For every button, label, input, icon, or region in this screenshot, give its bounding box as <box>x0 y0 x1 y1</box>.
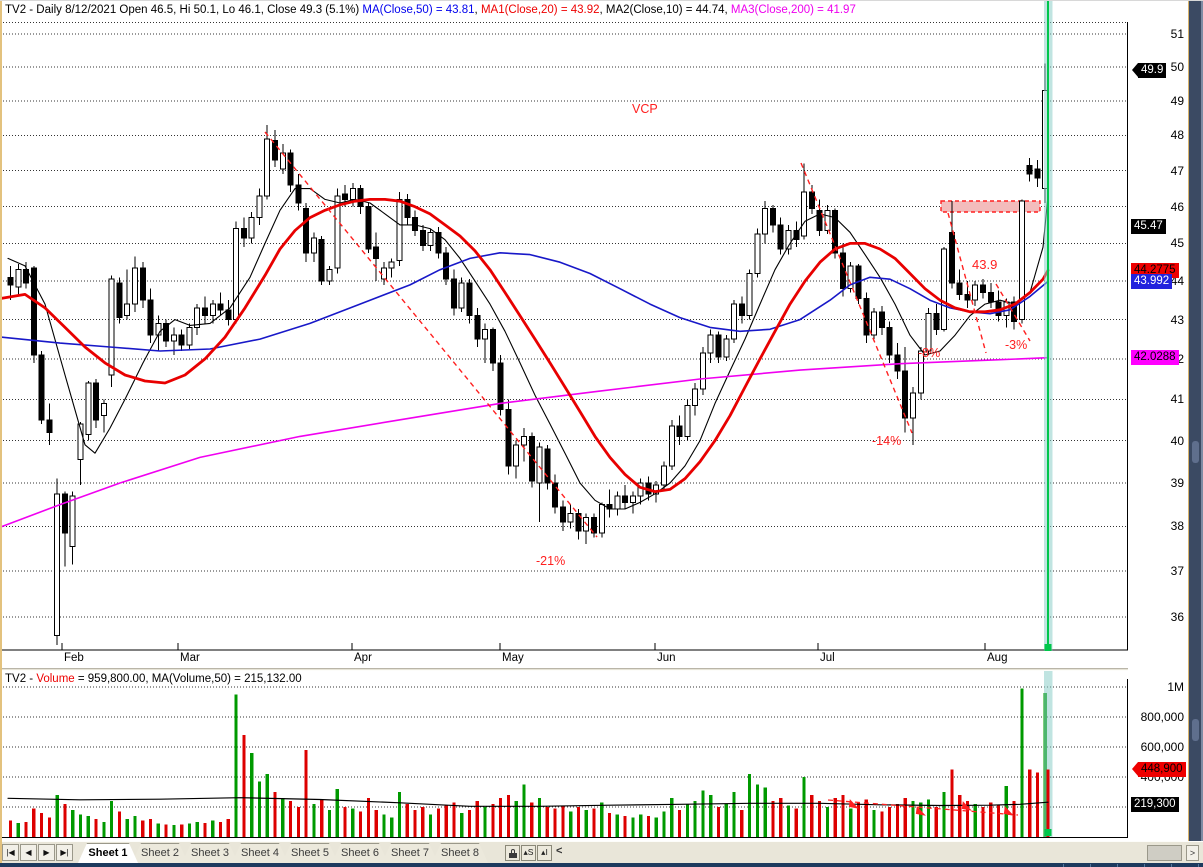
chart-annotation: -21% <box>536 554 565 568</box>
axis-value-badge: 42.0288 <box>1131 350 1179 366</box>
bottom-status-strip <box>0 863 1203 867</box>
axis-value-badge: 448,900 <box>1132 762 1186 778</box>
volume-arrow-annotation <box>1003 806 1014 816</box>
price-pane-title: TV2 - Daily 8/12/2021 Open 46.5, Hi 50.1… <box>5 4 856 16</box>
sheet-nav-next-button[interactable]: ▶ <box>38 844 55 861</box>
sheet-nav-first-button[interactable]: |◀ <box>2 844 19 861</box>
tab-sheet-2[interactable]: Sheet 2 <box>132 843 188 863</box>
tab-sheet-6[interactable]: Sheet 6 <box>332 843 388 863</box>
tab-sheet-8[interactable]: Sheet 8 <box>432 843 488 863</box>
dock-grip-icon[interactable] <box>1192 719 1199 741</box>
price-axis-label: 51 <box>1170 26 1184 41</box>
price-axis-label: 40 <box>1170 433 1184 448</box>
price-axis-label: 37 <box>1170 564 1184 579</box>
volume-title-segment: Volume <box>36 673 75 685</box>
price-axis-label: 48 <box>1170 128 1184 143</box>
pane-separator[interactable] <box>0 668 1188 671</box>
price-title-segment: MA(Close,50) = 43.81 <box>362 4 475 16</box>
chart-annotation: -3% <box>1005 338 1027 352</box>
price-axis-label: 49 <box>1170 93 1184 108</box>
month-label: Mar <box>180 652 200 664</box>
volume-arrow-annotation <box>848 799 859 809</box>
scroll-right-button[interactable]: > <box>1186 845 1199 861</box>
volume-title-segment: TV2 - <box>5 673 37 685</box>
price-axis-label: 46 <box>1170 199 1184 214</box>
tab-sheet-7[interactable]: Sheet 7 <box>382 843 438 863</box>
sheet-nav-last-button[interactable]: ▶| <box>56 844 73 861</box>
chart-annotation: 43.9 <box>972 257 997 272</box>
tab-sheet-1[interactable]: Sheet 1 <box>78 843 138 863</box>
volume-pane-title: TV2 - Volume = 959,800.00, MA(Volume,50)… <box>5 673 302 685</box>
volume-chart[interactable] <box>0 671 1136 840</box>
chart-annotation: -8% <box>918 346 940 360</box>
axis-value-badge: 43.992 <box>1131 273 1173 289</box>
price-axis-label: 50 <box>1170 60 1184 75</box>
price-title-segment: , MA2(Close,10) = 44.74, <box>599 4 731 16</box>
price-title-segment: , <box>474 4 481 16</box>
volume-title-segment: = 959,800.00, MA(Volume,50) = 215,132.00 <box>74 673 302 685</box>
month-label: May <box>502 652 524 664</box>
price-axis-label: 36 <box>1170 609 1184 624</box>
price-title-segment: MA3(Close,200) = 41.97 <box>730 4 856 16</box>
sheet-nav-prev-button[interactable]: ◀ <box>20 844 37 861</box>
month-label: Jun <box>657 652 676 664</box>
right-dock-strip[interactable] <box>1188 1 1203 863</box>
chart-annotation: VCP <box>632 102 658 116</box>
lock-icon[interactable] <box>505 845 520 861</box>
price-axis: 515049484746454443424140393837361M800,00… <box>1128 1 1188 863</box>
horizontal-scrollbar-thumb[interactable] <box>1147 845 1182 861</box>
chart-annotation: -14% <box>872 434 901 448</box>
price-chart[interactable]: VCP 43.9 -3% -8% -14% -21% <box>0 1 1136 651</box>
axis-value-badge: 49.9 <box>1132 62 1167 78</box>
price-axis-label: 43 <box>1170 312 1184 327</box>
volume-axis-label: 600,000 <box>1140 740 1184 754</box>
price-title-segment: TV2 - Daily 8/12/2021 Open 46.5, Hi 50.1… <box>5 4 363 16</box>
indicator-icon[interactable]: ▴I <box>537 845 552 861</box>
price-title-segment: MA1(Close,20) = 43.92 <box>480 4 600 16</box>
tab-sheet-4[interactable]: Sheet 4 <box>232 843 288 863</box>
price-axis-label: 45 <box>1170 236 1184 251</box>
month-label: Apr <box>354 652 372 664</box>
volume-arrow-annotation <box>961 801 972 811</box>
tab-sheet-3[interactable]: Sheet 3 <box>182 843 238 863</box>
month-label: Jul <box>820 652 835 664</box>
scale-icon[interactable]: ▴S <box>521 845 536 861</box>
month-axis: Feb Mar Apr May Jun Jul Aug <box>0 652 1128 668</box>
volume-axis-label: 800,000 <box>1140 710 1184 724</box>
price-axis-label: 38 <box>1170 519 1184 534</box>
tab-scroll-left-icon[interactable]: < <box>556 845 563 857</box>
sheet-tabbar: |◀ ◀ ▶ ▶| Sheet 1 Sheet 2 Sheet 3 Sheet 4 Sheet … <box>0 841 1203 863</box>
price-axis-label: 39 <box>1170 475 1184 490</box>
volume-axis-label: 1M <box>1167 680 1184 694</box>
volume-arrow-annotation <box>915 806 926 816</box>
axis-value-badge: 219,300 <box>1131 796 1179 812</box>
window-left-edge <box>0 1 2 863</box>
month-label: Feb <box>64 652 84 664</box>
price-axis-label: 41 <box>1170 392 1184 407</box>
dock-grip-icon[interactable] <box>1192 441 1199 463</box>
tab-sheet-5[interactable]: Sheet 5 <box>282 843 338 863</box>
axis-value-badge: 45.47 <box>1131 218 1166 234</box>
month-label: Aug <box>987 652 1008 664</box>
price-axis-label: 47 <box>1170 163 1184 178</box>
